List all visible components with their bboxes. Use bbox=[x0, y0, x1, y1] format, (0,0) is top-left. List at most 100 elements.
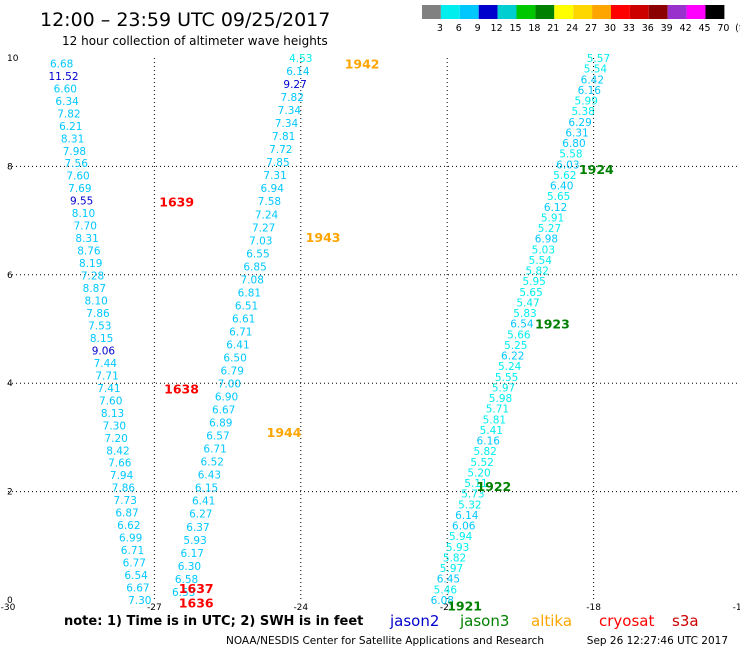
cryosat-swh-value: 11.52 bbox=[48, 71, 78, 83]
cryosat-time-label: 1637 bbox=[179, 581, 214, 596]
cryosat-swh-value: 6.21 bbox=[59, 121, 82, 133]
x-tick-label: -24 bbox=[293, 603, 308, 613]
cryosat-swh-value: 8.31 bbox=[75, 233, 98, 245]
altika-swh-value: 9.27 bbox=[283, 79, 306, 91]
cryosat-time-label: 1639 bbox=[159, 195, 194, 210]
altika-swh-value: 6.81 bbox=[238, 287, 261, 299]
jason3-swh-value: 5.41 bbox=[480, 425, 503, 437]
chart-subtitle: 12 hour collection of altimeter wave hei… bbox=[62, 34, 328, 48]
cryosat-time-label: 1638 bbox=[164, 382, 199, 397]
altika-swh-value: 6.79 bbox=[221, 366, 244, 378]
cryosat-swh-value: 7.20 bbox=[104, 433, 127, 445]
altika-swh-value: 4.53 bbox=[289, 53, 312, 65]
x-tick-label: -30 bbox=[1, 603, 16, 613]
jason3-swh-value: 5.57 bbox=[587, 53, 610, 65]
cryosat-time-label: 1636 bbox=[179, 596, 214, 611]
scale-label: 45 bbox=[698, 23, 710, 34]
jason3-swh-value: 5.54 bbox=[529, 255, 553, 267]
scale-swatch bbox=[440, 5, 460, 19]
legend-jason3: jason3 bbox=[459, 612, 509, 630]
jason3-swh-value: 5.47 bbox=[516, 297, 539, 309]
cryosat-swh-value: 7.56 bbox=[65, 158, 89, 170]
altika-swh-value: 6.71 bbox=[203, 444, 226, 456]
cryosat-swh-value: 6.54 bbox=[124, 570, 148, 582]
cryosat-swh-value: 8.87 bbox=[83, 283, 106, 295]
jason3-swh-value: 6.12 bbox=[544, 202, 567, 214]
scale-label: 42 bbox=[680, 23, 692, 34]
jason3-swh-value: 6.08 bbox=[431, 595, 454, 607]
altika-swh-value: 7.24 bbox=[255, 209, 279, 221]
scale-label: 36 bbox=[642, 23, 654, 34]
jason3-time-label: 1921 bbox=[447, 598, 482, 613]
altika-swh-value: 6.43 bbox=[198, 470, 221, 482]
x-tick-label: -15 bbox=[733, 603, 740, 613]
jason3-swh-value: 5.73 bbox=[461, 489, 484, 501]
jason3-swh-value: 5.32 bbox=[458, 499, 481, 511]
altika-swh-value: 6.51 bbox=[235, 300, 258, 312]
altika-swh-value: 6.30 bbox=[178, 561, 201, 573]
altika-swh-value: 6.14 bbox=[286, 66, 310, 78]
altika-swh-value: 6.71 bbox=[229, 326, 252, 338]
scale-label: 70 bbox=[717, 23, 729, 34]
x-axis-ticks: -30 -27 -24 -21 -18 -15 bbox=[1, 603, 740, 613]
jason3-swh-value: 6.29 bbox=[568, 117, 591, 129]
legend-altika: altika bbox=[531, 612, 572, 630]
scale-swatch bbox=[667, 5, 687, 19]
scale-label: 30 bbox=[604, 23, 616, 34]
jason3-time-label: 1922 bbox=[476, 479, 511, 494]
scale-swatch bbox=[629, 5, 649, 19]
altika-swh-value: 7.08 bbox=[241, 274, 264, 286]
cryosat-swh-value: 8.10 bbox=[72, 208, 95, 220]
scale-label: 15 bbox=[509, 23, 521, 34]
jason3-swh-value: 5.66 bbox=[507, 329, 531, 341]
scale-swatch bbox=[686, 5, 706, 19]
cryosat-swh-value: 7.60 bbox=[99, 395, 122, 407]
y-tick-label: 8 bbox=[7, 162, 13, 172]
cryosat-swh-value: 7.66 bbox=[108, 458, 132, 470]
altika-swh-value: 6.61 bbox=[232, 313, 255, 325]
jason3-swh-value: 6.45 bbox=[437, 574, 460, 586]
jason3-swh-value: 5.83 bbox=[513, 308, 536, 320]
scale-label: 39 bbox=[661, 23, 673, 34]
cryosat-swh-value: 9.55 bbox=[70, 196, 93, 208]
scale-label: 6 bbox=[456, 23, 462, 34]
cryosat-swh-value: 7.82 bbox=[57, 108, 80, 120]
cryosat-swh-value: 7.86 bbox=[112, 483, 136, 495]
altika-time-label: 1943 bbox=[306, 230, 341, 245]
altika-swh-value: 7.34 bbox=[275, 118, 299, 130]
jason3-swh-value: 5.93 bbox=[446, 542, 469, 554]
altika-swh-value: 7.27 bbox=[252, 222, 275, 234]
y-tick-label: 10 bbox=[7, 54, 19, 64]
jason3-time-label: 1923 bbox=[535, 317, 570, 332]
legend-jason2: jason2 bbox=[389, 612, 439, 630]
jason3-swh-value: 5.20 bbox=[467, 467, 490, 479]
jason3-swh-value: 5.58 bbox=[559, 149, 582, 161]
jason3-swh-value: 5.03 bbox=[532, 244, 555, 256]
x-tick-label: -18 bbox=[586, 603, 601, 613]
cryosat-swh-value: 7.30 bbox=[128, 595, 151, 607]
jason3-swh-value: 5.95 bbox=[522, 276, 545, 288]
cryosat-swh-value: 6.62 bbox=[117, 520, 140, 532]
cryosat-swh-value: 7.71 bbox=[95, 370, 118, 382]
jason3-swh-value: 5.82 bbox=[473, 446, 496, 458]
scale-label: 18 bbox=[528, 23, 540, 34]
jason3-swh-value: 6.54 bbox=[510, 319, 534, 331]
chart-title: 12:00 – 23:59 UTC 09/25/2017 bbox=[40, 9, 330, 31]
data-points: 6.6811.526.606.347.826.218.317.987.567.6… bbox=[48, 53, 610, 607]
cryosat-swh-value: 7.70 bbox=[74, 221, 97, 233]
jason3-swh-value: 6.80 bbox=[562, 138, 585, 150]
jason3-swh-value: 5.97 bbox=[492, 382, 515, 394]
color-scale bbox=[422, 5, 725, 19]
jason3-swh-value: 6.40 bbox=[550, 181, 573, 193]
satellite-legend: jason2 jason3 altika cryosat s3a bbox=[389, 612, 699, 630]
jason3-swh-value: 5.62 bbox=[553, 170, 576, 182]
jason3-swh-value: 5.81 bbox=[483, 414, 506, 426]
cryosat-swh-value: 7.73 bbox=[114, 495, 137, 507]
scale-label: 9 bbox=[475, 23, 481, 34]
jason3-swh-value: 5.24 bbox=[498, 361, 522, 373]
jason3-swh-value: 5.71 bbox=[486, 404, 509, 416]
cryosat-swh-value: 7.69 bbox=[68, 183, 91, 195]
scale-label: 27 bbox=[585, 23, 597, 34]
altika-swh-value: 6.67 bbox=[212, 405, 235, 417]
